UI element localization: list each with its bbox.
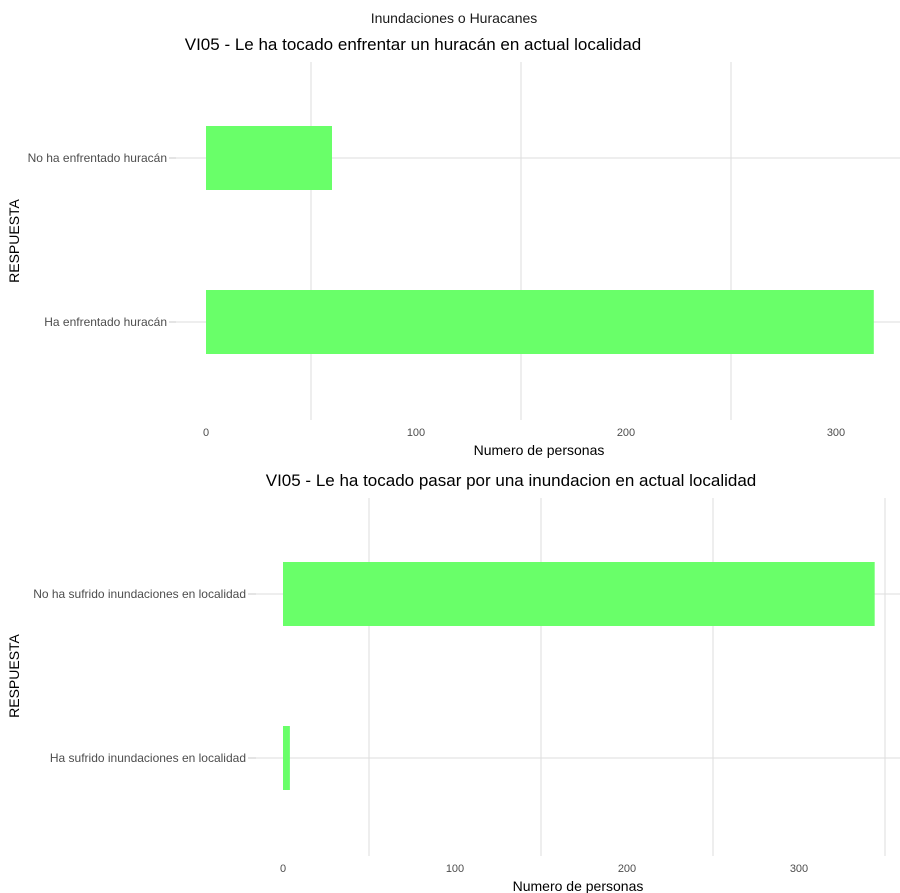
grid-lines xyxy=(248,498,900,856)
category-label: No ha sufrido inundaciones en localidad xyxy=(33,587,246,601)
bars xyxy=(283,562,875,790)
x-tick-labels: 0 100 200 300 xyxy=(280,863,808,875)
bar xyxy=(206,290,874,354)
x-tick-label: 0 xyxy=(203,427,209,439)
category-labels: No ha enfrentado huracán Ha enfrentado hu… xyxy=(28,151,167,329)
bar xyxy=(206,126,332,190)
chart-title: VI05 - Le ha tocado pasar por una inunda… xyxy=(266,471,757,490)
x-axis-title: Numero de personas xyxy=(513,878,644,893)
y-axis-title: RESPUESTA xyxy=(6,633,22,717)
x-tick-label: 200 xyxy=(618,863,636,875)
x-tick-label: 100 xyxy=(446,863,464,875)
bar xyxy=(283,562,875,626)
bars xyxy=(206,126,874,354)
x-tick-label: 100 xyxy=(407,427,425,439)
chart-panel-hurricane: VI05 - Le ha tocado enfrentar un huracán… xyxy=(6,35,900,458)
x-tick-labels: 0 100 200 300 xyxy=(203,427,845,439)
grid-lines xyxy=(169,62,900,420)
y-axis-title: RESPUESTA xyxy=(6,198,22,282)
x-tick-label: 200 xyxy=(617,427,635,439)
chart-title: VI05 - Le ha tocado enfrentar un huracán… xyxy=(185,35,642,54)
chart-panel-flood: VI05 - Le ha tocado pasar por una inunda… xyxy=(6,471,900,893)
x-tick-label: 0 xyxy=(280,863,286,875)
category-label: Ha sufrido inundaciones en localidad xyxy=(50,751,246,765)
category-label: No ha enfrentado huracán xyxy=(28,151,167,165)
category-label: Ha enfrentado huracán xyxy=(44,315,167,329)
x-tick-label: 300 xyxy=(790,863,808,875)
figure-title: Inundaciones o Huracanes xyxy=(371,10,538,26)
category-labels: No ha sufrido inundaciones en localidad H… xyxy=(33,587,246,765)
x-axis-title: Numero de personas xyxy=(474,442,605,458)
x-tick-label: 300 xyxy=(827,427,845,439)
bar xyxy=(283,726,290,790)
